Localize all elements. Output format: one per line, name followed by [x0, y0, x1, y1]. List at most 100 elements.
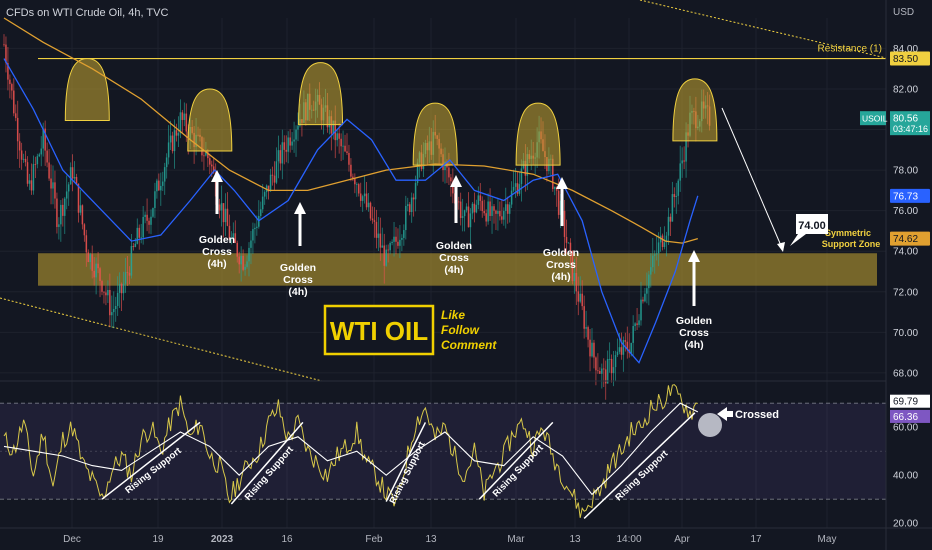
candle-body — [250, 240, 252, 248]
time-tick-label: 13 — [425, 534, 437, 545]
candle-body — [524, 160, 527, 176]
candle-body — [512, 186, 515, 191]
candle-body — [46, 150, 48, 163]
candle-body — [269, 174, 272, 192]
candle-body — [601, 368, 603, 374]
golden-cross-arrow-head — [688, 250, 700, 262]
price-axis: 84.0082.0080.0078.0076.0074.0072.0070.00… — [860, 44, 930, 530]
wti-oil-badge: WTI OIL — [323, 304, 435, 356]
candle-body — [501, 216, 503, 220]
candle-body — [30, 180, 33, 191]
candle-body — [87, 252, 90, 263]
golden-cross-label-line1: Golden — [543, 247, 579, 259]
candle-body — [371, 218, 374, 221]
last-price-value: 80.56 — [893, 114, 918, 125]
candle-body — [63, 198, 66, 216]
candle-body — [32, 164, 35, 191]
candle-body — [618, 347, 621, 352]
candle-body — [602, 368, 605, 370]
candle-body — [571, 250, 574, 282]
candle-body — [73, 177, 76, 179]
golden-cross-label-line3: (4h) — [288, 286, 307, 298]
candle-body — [218, 204, 221, 211]
candle-body — [58, 224, 60, 227]
golden-cross-label-line3: (4h) — [444, 264, 463, 276]
candle-body — [583, 306, 585, 329]
candle-body — [516, 183, 519, 194]
candle-body — [42, 128, 44, 149]
candle-body — [363, 193, 366, 197]
candle-body — [236, 242, 239, 257]
crossed-label: Crossed — [735, 409, 779, 421]
resistance-dome — [412, 102, 458, 166]
candle-body — [126, 272, 129, 273]
candle-body — [479, 195, 482, 201]
candle-body — [677, 180, 680, 196]
candle-body — [630, 342, 632, 354]
candle-body — [381, 245, 384, 248]
rising-support-line — [385, 422, 427, 502]
candle-body — [263, 192, 266, 197]
candle-body — [95, 263, 97, 278]
golden-cross-label-line3: (4h) — [551, 271, 570, 283]
candle-body — [399, 239, 401, 246]
golden-cross-label-line2: Cross — [439, 252, 469, 264]
candle-body — [120, 283, 123, 294]
candle-body — [130, 246, 133, 276]
candle-body — [461, 216, 464, 218]
candle-body — [632, 326, 634, 343]
golden-cross-label-line1: Golden — [280, 262, 316, 274]
candle-body — [224, 208, 227, 223]
golden-cross-label-line1: Golden — [199, 234, 235, 246]
candle-body — [242, 255, 244, 270]
candle-body — [50, 178, 52, 189]
time-tick-label: 17 — [750, 534, 762, 545]
candle-body — [36, 156, 39, 165]
candle-body — [675, 195, 678, 197]
candle-body — [38, 154, 41, 157]
candle-body — [85, 235, 88, 253]
candle-body — [285, 149, 288, 152]
candle-body — [365, 193, 368, 208]
wti-oil-badge-text: WTI OIL — [330, 316, 428, 346]
candle-body — [291, 141, 293, 146]
candle-body — [514, 183, 517, 187]
candle-body — [361, 196, 364, 201]
candle-body — [669, 216, 672, 222]
candle-body — [287, 137, 289, 152]
candle-body — [383, 245, 386, 266]
candle-body — [134, 243, 137, 247]
candle-body — [91, 254, 93, 271]
candle-body — [356, 184, 358, 185]
rsi-pane: Rising Support Rising Support Rising Suppo… — [0, 384, 886, 519]
candle-body — [657, 242, 660, 254]
candle-body — [334, 120, 337, 141]
candle-body — [646, 288, 648, 294]
candle-body — [232, 233, 235, 238]
candle-body — [112, 309, 115, 313]
candle-body — [444, 161, 446, 171]
candle-body — [410, 197, 413, 213]
candle-body — [379, 233, 382, 248]
candle-body — [465, 206, 468, 211]
candle-body — [167, 142, 170, 158]
follow-text: Follow — [441, 323, 480, 337]
candle-body — [148, 220, 150, 225]
candle-body — [640, 299, 642, 321]
price-tick-label: 78.00 — [893, 166, 918, 177]
candle-body — [483, 211, 485, 214]
candle-body — [504, 204, 507, 211]
candle-body — [144, 214, 146, 217]
candle-body — [222, 203, 225, 223]
rsi-tick-label: 40.00 — [893, 471, 918, 482]
candle-body — [575, 273, 578, 292]
candle-body — [573, 273, 576, 282]
candle-body — [463, 210, 466, 217]
price-tick-label: 68.00 — [893, 368, 918, 379]
candle-body — [259, 209, 262, 216]
golden-cross-label-line2: Cross — [679, 327, 709, 339]
support-zone — [38, 253, 877, 286]
candle-body — [256, 226, 258, 228]
